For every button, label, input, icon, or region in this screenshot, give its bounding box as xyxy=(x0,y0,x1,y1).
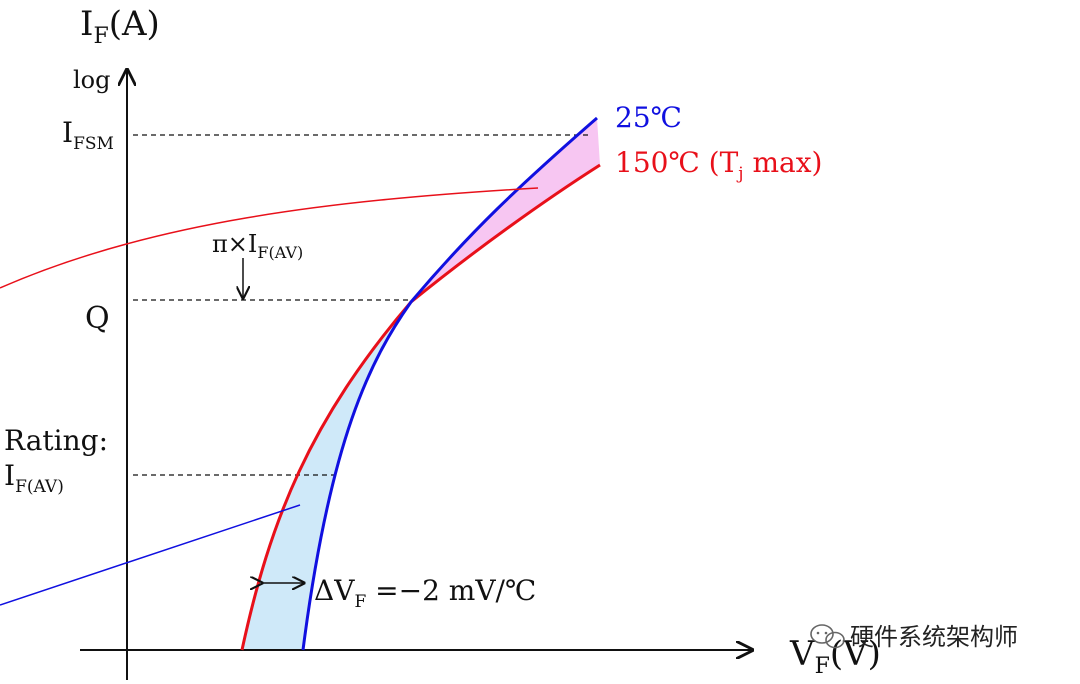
ifsm-label: IFSM xyxy=(62,116,114,154)
high-current-shading xyxy=(411,118,600,302)
watermark-text: 硬件系统架构师 xyxy=(850,623,1018,651)
wechat-logo-icon xyxy=(810,624,845,649)
curve-25c-label: 25℃ xyxy=(615,101,682,134)
x-axis-label: VF(V) xyxy=(789,634,881,679)
rating-label: Rating: xyxy=(4,424,108,457)
red-leader-line xyxy=(0,187,539,289)
q-label: Q xyxy=(85,301,110,336)
curve-150c xyxy=(240,163,601,651)
low-current-shading xyxy=(242,302,411,650)
ifav-label: IF(AV) xyxy=(4,459,64,497)
y-axis-label: IF(A) xyxy=(80,4,160,49)
curve-150c-label: 150℃ (Tj max) xyxy=(615,146,822,184)
blue-leader-line xyxy=(0,504,301,606)
dvf-label: ΔVF =−2 mV/℃ xyxy=(314,574,536,612)
curve-25c xyxy=(301,116,598,651)
log-scale-note: log xyxy=(73,66,111,94)
pi-ifav-label: π×IF(AV) xyxy=(212,230,303,262)
